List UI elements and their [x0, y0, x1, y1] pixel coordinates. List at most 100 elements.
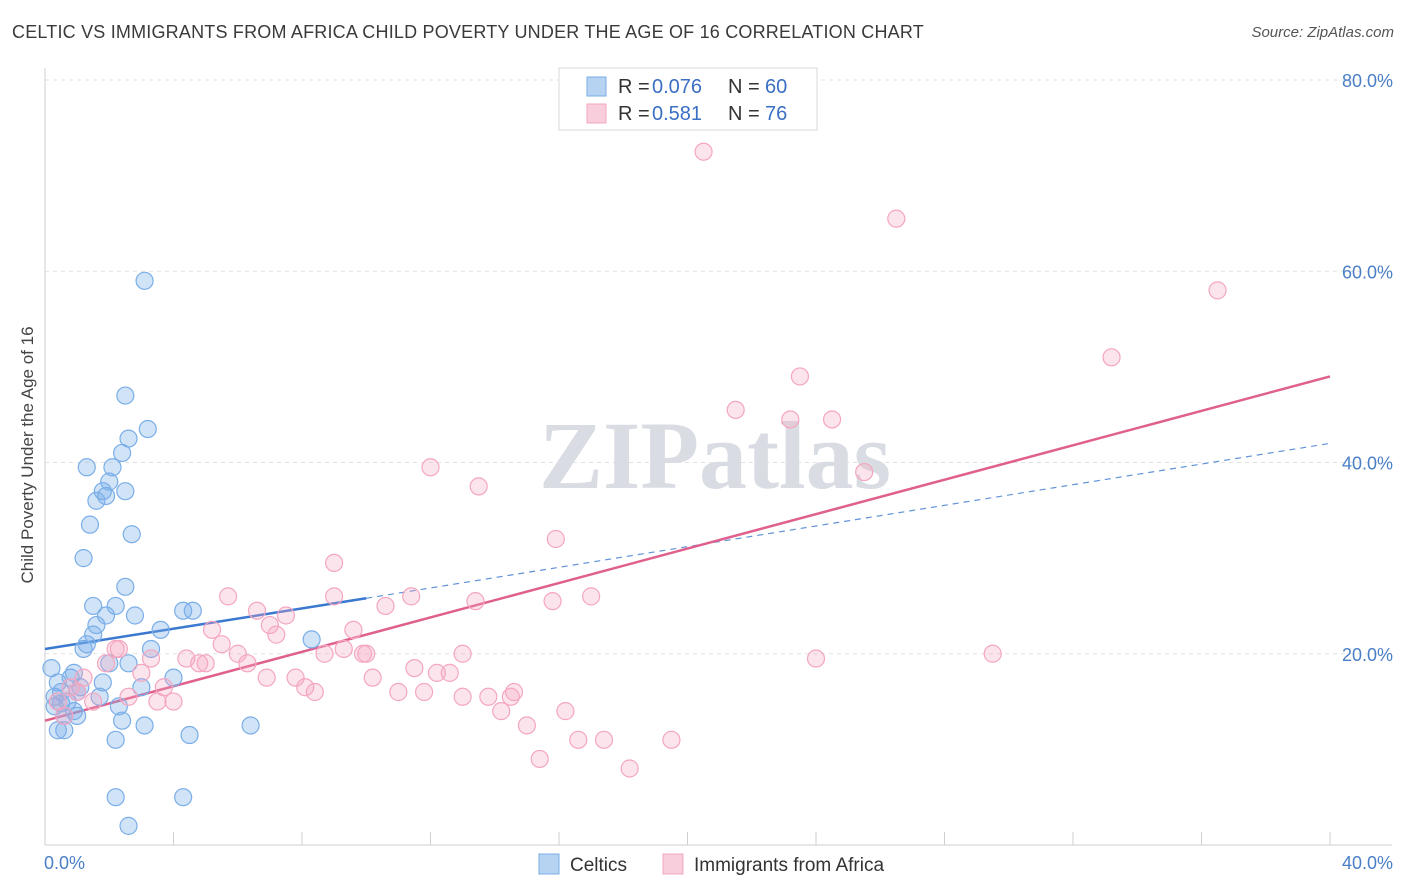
- legend-n-label: N =: [728, 76, 760, 98]
- africa-point: [569, 730, 588, 749]
- celtics-point: [96, 486, 116, 506]
- celtics-point: [164, 668, 183, 687]
- africa-legend-label: Immigrants from Africa: [694, 855, 884, 876]
- legend-r-value: 0.076: [652, 76, 702, 98]
- africa-point: [305, 682, 324, 702]
- africa-point: [363, 668, 382, 687]
- africa-point: [190, 654, 209, 673]
- africa-trend-line: [44, 375, 1331, 722]
- africa-point: [96, 654, 116, 673]
- africa-point: [620, 759, 639, 778]
- celtics-point: [122, 525, 141, 544]
- legend-r-label: R =: [618, 76, 650, 98]
- africa-point: [822, 410, 842, 429]
- legend-swatch: [586, 103, 607, 124]
- africa-legend-swatch: [662, 853, 684, 875]
- africa-point: [726, 400, 745, 420]
- legend-n-label: N =: [728, 103, 760, 125]
- y-tick-label: 60.0%: [1342, 262, 1393, 282]
- africa-point: [148, 692, 167, 711]
- celtics-point: [106, 596, 125, 616]
- celtics-point: [119, 654, 138, 673]
- africa-point: [357, 644, 376, 663]
- celtics-point: [74, 549, 93, 568]
- y-tick-label: 20.0%: [1342, 645, 1393, 665]
- celtics-legend-label: Celtics: [570, 855, 627, 876]
- africa-point: [790, 367, 810, 386]
- africa-point: [469, 477, 488, 496]
- celtics-point: [84, 625, 103, 644]
- africa-point: [286, 668, 305, 687]
- africa-point: [334, 639, 353, 659]
- africa-point: [68, 682, 87, 702]
- celtics-point: [87, 615, 106, 635]
- source-label: Source: ZipAtlas.com: [1251, 24, 1394, 41]
- bottom-legend: Celtics Immigrants from Africa: [538, 853, 884, 876]
- africa-point: [530, 749, 549, 769]
- africa-point: [247, 601, 267, 620]
- celtics-point: [119, 429, 138, 448]
- celtics-trend-extension: [366, 442, 1331, 599]
- africa-point: [132, 663, 151, 682]
- africa-point: [501, 687, 520, 706]
- africa-point: [405, 658, 424, 678]
- y-tick-label: 80.0%: [1342, 71, 1393, 91]
- legend-box: R = 0.076 N = 60 R = 0.581 N = 76: [558, 67, 818, 131]
- africa-point: [440, 663, 459, 682]
- africa-point: [325, 553, 344, 573]
- africa-point: [196, 654, 215, 673]
- africa-point: [479, 687, 498, 706]
- africa-point: [325, 587, 344, 606]
- celtics-point: [135, 716, 154, 735]
- africa-point: [492, 702, 511, 721]
- africa-point: [164, 692, 183, 711]
- tick-labels: 20.0% 40.0% 60.0% 80.0% 0.0% 40.0%: [44, 71, 1393, 873]
- celtics-point: [93, 673, 112, 692]
- legend-swatch: [586, 76, 607, 97]
- celtics-point: [96, 606, 116, 625]
- celtics-point: [84, 596, 103, 616]
- africa-point: [389, 682, 408, 702]
- africa-point: [806, 649, 826, 668]
- africa-point: [1208, 281, 1227, 300]
- africa-point: [228, 644, 247, 663]
- africa-point: [546, 529, 565, 549]
- africa-point: [414, 682, 434, 702]
- celtics-point: [68, 706, 87, 726]
- x-tick-label: 40.0%: [1342, 853, 1393, 873]
- africa-point: [887, 209, 906, 228]
- celtics-point: [183, 601, 202, 620]
- africa-point: [376, 596, 395, 616]
- celtics-point: [302, 630, 321, 649]
- africa-point: [662, 730, 681, 749]
- africa-point: [119, 687, 138, 706]
- legend-r-label: R =: [618, 103, 650, 125]
- celtics-point: [55, 721, 74, 740]
- africa-point: [402, 587, 421, 606]
- africa-point: [344, 620, 363, 639]
- x-tick-label: 0.0%: [44, 853, 85, 873]
- grid-lines: [45, 79, 1392, 655]
- celtics-point: [138, 419, 157, 439]
- africa-point: [466, 592, 485, 611]
- africa-point: [453, 644, 472, 663]
- africa-point: [855, 462, 874, 482]
- celtics-point: [103, 458, 122, 477]
- africa-point: [106, 639, 125, 659]
- data-points: [42, 142, 1227, 835]
- africa-point: [453, 687, 472, 706]
- africa-point: [556, 702, 575, 721]
- africa-point: [267, 625, 286, 644]
- africa-point: [296, 678, 315, 697]
- africa-point: [594, 730, 614, 749]
- africa-point: [141, 649, 161, 668]
- africa-point: [260, 615, 279, 635]
- africa-point: [421, 458, 440, 477]
- chart-title: CELTIC VS IMMIGRANTS FROM AFRICA CHILD P…: [12, 22, 924, 42]
- legend-n-value: 60: [765, 76, 787, 98]
- africa-point: [315, 644, 334, 663]
- celtics-point: [112, 711, 132, 730]
- celtics-legend-swatch: [538, 853, 560, 875]
- africa-point: [219, 587, 238, 606]
- celtics-point: [180, 725, 199, 745]
